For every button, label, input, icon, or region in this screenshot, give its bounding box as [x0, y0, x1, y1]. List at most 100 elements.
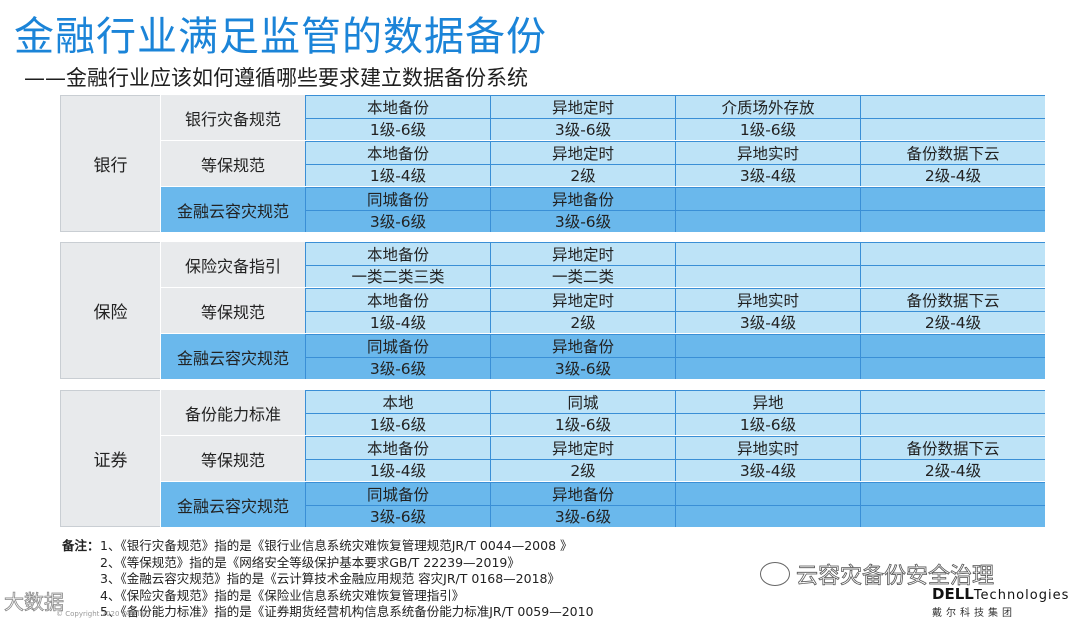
table-cell: 3级-6级: [305, 209, 490, 232]
table-row: 本地备份 异地定时 异地实时 备份数据下云: [305, 141, 1045, 164]
table-row: 本地备份 异地定时 介质场外存放: [305, 95, 1045, 118]
table-cell: 3级-4级: [675, 458, 860, 481]
table-cell: 异地定时: [490, 288, 675, 311]
table-cell: 异地备份: [490, 482, 675, 505]
group-category: 保险: [60, 242, 160, 379]
table-cell: [860, 209, 1045, 232]
standard-name: 银行灾备规范: [160, 95, 305, 140]
page-subtitle: ——金融行业应该如何遵循哪些要求建立数据备份系统: [24, 66, 528, 90]
standard-name: 保险灾备指引: [160, 242, 305, 287]
table-cell: 同城备份: [305, 187, 490, 210]
note-line: 备注：1、《银行灾备规范》指的是《银行业信息系统灾难恢复管理规范JR/T 004…: [62, 538, 594, 555]
group-0: 银行 银行灾备规范 本地备份 异地定时 介质场外存放 1级-6级 3级-6级 1级-6级 等保规…: [60, 95, 1045, 232]
table-cell: [860, 504, 1045, 527]
standard-block: 备份能力标准 本地 同城 异地 1级-6级 1级-6级 1级-6级: [160, 390, 1045, 435]
notes-lead: 备注：: [62, 538, 100, 553]
table-cell: 异地定时: [490, 95, 675, 118]
table-cell: 异地: [675, 390, 860, 413]
table-cell: 3级-4级: [675, 310, 860, 333]
table-cell: [860, 95, 1045, 118]
table-cell: [860, 356, 1045, 379]
table-cell: 本地: [305, 390, 490, 413]
group-1: 保险 保险灾备指引 本地备份 异地定时 一类二类三类 一类二类 等保规范 本地备份 异地定时 异地…: [60, 242, 1045, 379]
table-cell: 同城: [490, 390, 675, 413]
table-cell: 1级-6级: [675, 412, 860, 435]
table-cell: 2级-4级: [860, 310, 1045, 333]
group-category: 证券: [60, 390, 160, 527]
standard-block: 保险灾备指引 本地备份 异地定时 一类二类三类 一类二类: [160, 242, 1045, 287]
table-row: 1级-4级 2级 3级-4级 2级-4级: [305, 163, 1045, 186]
table-cell: 1级-6级: [675, 117, 860, 140]
standard-name: 等保规范: [160, 436, 305, 481]
table-cell: [860, 242, 1045, 265]
standard-block: 等保规范 本地备份 异地定时 异地实时 备份数据下云 1级-4级 2级 3级-4级 2级-4级: [160, 435, 1045, 481]
table-row: 本地备份 异地定时 异地实时 备份数据下云: [305, 288, 1045, 311]
note-item: 3、《金融云容灾规范》指的是《云计算技术金融应用规范 容灾JR/T 0168—2…: [100, 571, 560, 586]
table-cell: 一类二类三类: [305, 264, 490, 287]
standard-name: 金融云容灾规范: [160, 482, 305, 527]
table-cell: 异地实时: [675, 141, 860, 164]
table-cell: [860, 412, 1045, 435]
note-item: 1、《银行灾备规范》指的是《银行业信息系统灾难恢复管理规范JR/T 0044—2…: [100, 538, 573, 553]
note-line: 5、《备份能力标准》指的是《证券期货经营机构信息系统备份能力标准JR/T 005…: [62, 604, 594, 621]
watermark-text: 云容灾备份安全治理: [796, 564, 995, 590]
table-cell: [860, 264, 1045, 287]
wechat-icon: [760, 562, 790, 586]
table-cell: 本地备份: [305, 95, 490, 118]
table-cell: 3级-6级: [490, 117, 675, 140]
table-cell: 1级-4级: [305, 458, 490, 481]
table-cell: [860, 482, 1045, 505]
table-cell: [860, 390, 1045, 413]
table-cell: 3级-6级: [490, 504, 675, 527]
table-cell: 2级: [490, 458, 675, 481]
table-cell: 2级: [490, 163, 675, 186]
table-cell: [675, 356, 860, 379]
table-cell: 3级-6级: [305, 356, 490, 379]
table-cell: 1级-6级: [305, 117, 490, 140]
table-row: 1级-4级 2级 3级-4级 2级-4级: [305, 310, 1045, 333]
table-cell: [675, 482, 860, 505]
note-line: 3、《金融云容灾规范》指的是《云计算技术金融应用规范 容灾JR/T 0168—2…: [62, 571, 594, 588]
table-cell: 2级: [490, 310, 675, 333]
table-cell: 2级-4级: [860, 163, 1045, 186]
note-item: 4、《保险灾备规范》指的是《保险业信息系统灾难恢复管理指引》: [100, 587, 465, 603]
table-cell: 3级-6级: [305, 504, 490, 527]
standard-block: 金融云容灾规范 同城备份 异地备份 3级-6级 3级-6级: [160, 481, 1045, 527]
table-cell: 异地定时: [490, 242, 675, 265]
table-cell: 3级-6级: [490, 356, 675, 379]
table-cell: 介质场外存放: [675, 95, 860, 118]
group-category: 银行: [60, 95, 160, 232]
page-title: 金融行业满足监管的数据备份: [14, 14, 547, 60]
note-item: 2、《等保规范》指的是《网络安全等级保护基本要求GB/T 22239—2019》: [100, 554, 520, 570]
table-row: 本地备份 异地定时 异地实时 备份数据下云: [305, 436, 1045, 459]
table-cell: 本地备份: [305, 436, 490, 459]
table-row: 1级-4级 2级 3级-4级 2级-4级: [305, 458, 1045, 481]
table-row: 3级-6级 3级-6级: [305, 504, 1045, 527]
table-row: 3级-6级 3级-6级: [305, 356, 1045, 379]
standard-name: 金融云容灾规范: [160, 187, 305, 232]
table-cell: 同城备份: [305, 482, 490, 505]
table-cell: 3级-6级: [490, 209, 675, 232]
table-cell: [675, 334, 860, 357]
table-row: 同城备份 异地备份: [305, 482, 1045, 505]
table-row: 同城备份 异地备份: [305, 187, 1045, 210]
table-row: 1级-6级 3级-6级 1级-6级: [305, 117, 1045, 140]
table-cell: [675, 504, 860, 527]
table-cell: 异地定时: [490, 436, 675, 459]
table-cell: 本地备份: [305, 141, 490, 164]
table-cell: [860, 187, 1045, 210]
standard-block: 金融云容灾规范 同城备份 异地备份 3级-6级 3级-6级: [160, 186, 1045, 232]
brand-logo: DELLTechnologies 戴尔科技集团: [932, 585, 1069, 619]
standard-name: 等保规范: [160, 288, 305, 333]
table-row: 本地备份 异地定时: [305, 242, 1045, 265]
note-line: 4、《保险灾备规范》指的是《保险业信息系统灾难恢复管理指引》: [62, 588, 594, 605]
notes: 备注：1、《银行灾备规范》指的是《银行业信息系统灾难恢复管理规范JR/T 004…: [62, 538, 594, 621]
standard-name: 等保规范: [160, 141, 305, 186]
table-cell: 异地实时: [675, 288, 860, 311]
table-cell: [675, 264, 860, 287]
brand-dell: DELL: [932, 585, 974, 603]
table-row: 3级-6级 3级-6级: [305, 209, 1045, 232]
table-cell: 异地定时: [490, 141, 675, 164]
table-row: 1级-6级 1级-6级 1级-6级: [305, 412, 1045, 435]
table-cell: 一类二类: [490, 264, 675, 287]
